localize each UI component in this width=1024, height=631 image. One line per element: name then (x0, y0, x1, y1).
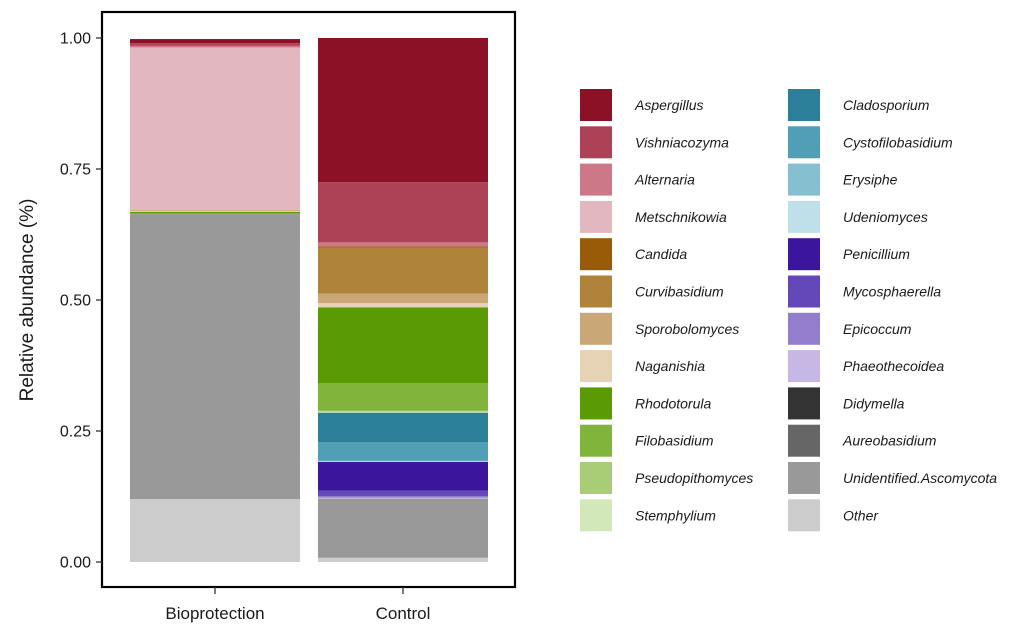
legend-label-didymella: Didymella (843, 395, 905, 411)
y-tick-label: 0.50 (60, 293, 91, 310)
legend-key-cladosporium (788, 89, 820, 121)
bar-segment-control-erysiphe (318, 460, 488, 462)
legend-key-rhodotorula (580, 387, 612, 420)
legend-key-vishniacozyma (580, 126, 612, 159)
legend-key-udeniomyces (788, 200, 820, 233)
legend-key-epicoccum (788, 312, 820, 345)
legend-label-udeniomyces: Udeniomyces (843, 209, 928, 225)
x-tick-label-control: Control (376, 604, 431, 623)
y-tick-label: 0.25 (60, 424, 91, 441)
bar-segment-bioprotection-alternaria (130, 45, 300, 48)
legend-key-aspergillus (580, 89, 612, 121)
bar-segment-control-cladosporium (318, 412, 488, 443)
legend-label-alternaria: Alternaria (634, 172, 695, 188)
bar-segment-bioprotection-other (130, 499, 300, 562)
bar-segment-control-aspergillus (318, 38, 488, 183)
legend-key-penicillium (788, 238, 820, 271)
bar-segment-control-penicillium (318, 461, 488, 491)
bar-segment-control-vishniacozyma (318, 182, 488, 243)
bar-segment-control-unidentified-ascomycota (318, 498, 488, 558)
bar-segment-bioprotection-naganishia (130, 210, 300, 212)
bar-segment-control-candida (318, 246, 488, 248)
bar-segment-control-pseudopithomyces (318, 410, 488, 412)
legend-key-erysiphe (788, 163, 820, 196)
legend-label-cladosporium: Cladosporium (843, 97, 930, 113)
legend-key-other (788, 499, 820, 532)
legend-label-aureobasidium: Aureobasidium (842, 433, 937, 449)
bar-segment-control-sporobolomyces (318, 293, 488, 304)
y-axis: 0.00 0.25 0.50 0.75 1.00 (60, 31, 102, 572)
bar-segment-bioprotection-unidentified-ascomycota (130, 214, 300, 500)
legend-key-naganishia (580, 350, 612, 383)
legend-label-stemphylium: Stemphylium (635, 507, 716, 523)
bar-segment-control-alternaria (318, 242, 488, 247)
legend-key-pseudopithomyces (580, 462, 612, 494)
legend-key-curvibasidium (580, 275, 612, 308)
legend-label-cystofilobasidium: Cystofilobasidium (843, 134, 953, 150)
bar-segment-bioprotection-aspergillus (130, 39, 300, 44)
legend-label-vishniacozyma: Vishniacozyma (635, 134, 729, 150)
legend-key-mycosphaerella (788, 275, 820, 308)
legend-key-alternaria (580, 163, 612, 196)
legend-label-penicillium: Penicillium (843, 246, 910, 262)
x-tick-label-bioprotection: Bioprotection (165, 604, 264, 623)
bar-segment-control-cystofilobasidium (318, 442, 488, 461)
bar-segment-control-rhodotorula (318, 307, 488, 384)
legend-label-mycosphaerella: Mycosphaerella (843, 284, 941, 300)
bar-segment-bioprotection-vishniacozyma (130, 43, 300, 46)
legend-key-filobasidium (580, 424, 612, 457)
y-axis-title: Relative abundance (%) (17, 199, 38, 402)
legend-label-aspergillus: Aspergillus (634, 97, 703, 113)
legend-label-filobasidium: Filobasidium (635, 433, 714, 449)
legend-key-phaeothecoidea (788, 350, 820, 383)
bar-segment-control-naganishia (318, 303, 488, 308)
legend-label-rhodotorula: Rhodotorula (635, 395, 711, 411)
legend-label-sporobolomyces: Sporobolomyces (635, 321, 739, 337)
legend-key-cystofilobasidium (788, 126, 820, 159)
bar-segment-bioprotection-sporobolomyces (130, 209, 300, 211)
bar-segment-control-epicoccum (318, 495, 488, 498)
bar-segment-control-filobasidium (318, 383, 488, 411)
x-axis: Bioprotection Control (165, 587, 430, 623)
legend-label-metschnikowia: Metschnikowia (635, 209, 727, 225)
legend-key-stemphylium (580, 499, 612, 532)
bar-segment-control-phaeothecoidea (318, 497, 488, 499)
legend-key-sporobolomyces (580, 312, 612, 345)
legend-label-curvibasidium: Curvibasidium (635, 284, 724, 300)
bar-segment-bioprotection-metschnikowia (130, 47, 300, 210)
legend-key-metschnikowia (580, 200, 612, 233)
legend-label-naganishia: Naganishia (635, 358, 705, 374)
bars-layer (130, 38, 488, 562)
y-tick-label: 0.00 (60, 555, 91, 572)
legend-label-epicoccum: Epicoccum (843, 321, 912, 337)
bar-segment-control-mycosphaerella (318, 490, 488, 496)
y-tick-label: 0.75 (60, 162, 91, 179)
bar-segment-bioprotection-rhodotorula (130, 211, 300, 214)
bar-segment-control-other (318, 557, 488, 562)
legend-key-didymella (788, 387, 820, 420)
legend-label-erysiphe: Erysiphe (843, 172, 898, 188)
legend-key-aureobasidium (788, 424, 820, 457)
bar-segment-control-curvibasidium (318, 247, 488, 294)
legend-key-candida (580, 238, 612, 271)
y-tick-label: 1.00 (60, 31, 91, 48)
legend-label-other: Other (843, 507, 879, 523)
legend-key-unidentified-ascomycota (788, 462, 820, 494)
bar-segment-control-stemphylium (318, 411, 488, 413)
legend: Aspergillus Vishniacozyma Alternaria Metsch… (580, 89, 997, 532)
bar-segment-bioprotection-filobasidium (130, 213, 300, 215)
legend-label-unidentified-ascomycota: Unidentified.Ascomycota (843, 470, 997, 486)
bar-segment-control-udeniomyces (318, 461, 488, 462)
legend-label-pseudopithomyces: Pseudopithomyces (635, 470, 753, 486)
legend-label-candida: Candida (635, 246, 687, 262)
legend-label-phaeothecoidea: Phaeothecoidea (843, 358, 944, 374)
